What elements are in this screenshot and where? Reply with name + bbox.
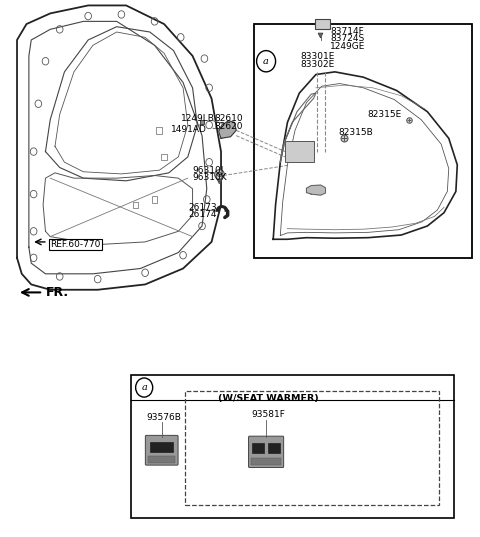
Text: 93576B: 93576B	[147, 413, 181, 422]
Text: 83302E: 83302E	[301, 60, 335, 69]
Text: 93581F: 93581F	[252, 410, 286, 419]
Text: 26174: 26174	[189, 211, 217, 219]
Bar	[148, 456, 175, 463]
FancyBboxPatch shape	[145, 436, 178, 465]
Bar	[152, 196, 157, 202]
Text: REF.60-770: REF.60-770	[50, 240, 101, 249]
Bar	[131, 375, 454, 518]
Text: 83301E: 83301E	[301, 53, 335, 61]
Bar	[150, 442, 173, 452]
Bar	[285, 141, 313, 162]
Text: 96310J: 96310J	[192, 166, 224, 175]
Text: 1249GE: 1249GE	[330, 42, 365, 51]
Text: 82610: 82610	[215, 114, 243, 123]
Polygon shape	[306, 185, 325, 195]
Bar	[254, 24, 472, 258]
Bar	[133, 201, 138, 208]
Text: 26173: 26173	[189, 203, 217, 212]
Bar	[252, 443, 264, 453]
Text: 1249LB: 1249LB	[180, 114, 215, 123]
Circle shape	[257, 50, 276, 72]
FancyBboxPatch shape	[249, 436, 284, 468]
Polygon shape	[219, 121, 236, 139]
Bar	[161, 154, 167, 160]
Text: 82315E: 82315E	[367, 110, 401, 119]
Text: FR.: FR.	[46, 286, 69, 299]
Bar	[268, 443, 280, 453]
Text: a: a	[263, 57, 269, 66]
Text: 82315B: 82315B	[339, 128, 373, 137]
Bar	[252, 458, 281, 466]
Bar	[185, 391, 439, 505]
Bar	[156, 127, 162, 134]
FancyBboxPatch shape	[315, 19, 330, 30]
Circle shape	[136, 378, 153, 397]
Text: a: a	[141, 383, 147, 392]
Text: 83714F: 83714F	[330, 27, 364, 36]
Text: 82620: 82620	[215, 121, 243, 130]
Text: 1491AD: 1491AD	[171, 125, 207, 134]
Text: 83724S: 83724S	[330, 34, 364, 43]
Text: 96310K: 96310K	[192, 173, 227, 182]
Text: (W/SEAT WARMER): (W/SEAT WARMER)	[218, 394, 319, 403]
Polygon shape	[216, 206, 228, 211]
